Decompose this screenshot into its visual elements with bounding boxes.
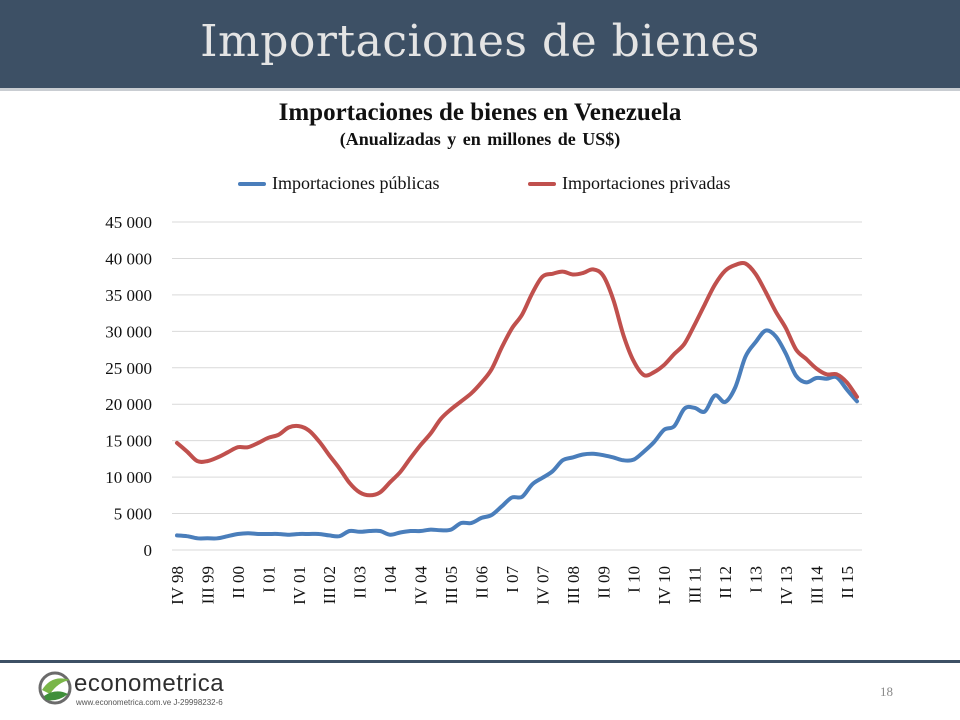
logo-mark-icon xyxy=(38,671,72,705)
legend-label-publicas: Importaciones públicas xyxy=(272,173,440,193)
x-tick-label-ii-15: II 15 xyxy=(838,566,857,599)
series-line-privadas xyxy=(175,260,859,498)
y-tick-label-25000: 25 000 xyxy=(105,359,152,378)
x-tick-label-iii-02: III 02 xyxy=(320,566,339,604)
slide-header: Importaciones de bienes xyxy=(0,0,960,88)
x-tick-label-ii-06: II 06 xyxy=(472,566,491,599)
chart-plot: 0 5 000 10 000 15 000 20 000 25 000 30 000 35 0… xyxy=(105,213,862,605)
econometrica-logo: econometrica www.econometrica.com.ve J-2… xyxy=(38,668,238,710)
x-tick-label-i-01: I 01 xyxy=(259,566,278,593)
x-tick-label-iv-98: IV 98 xyxy=(168,566,187,605)
x-tick-label-iv-04: IV 04 xyxy=(412,566,431,605)
x-tick-label-i-10: I 10 xyxy=(625,566,644,593)
x-tick-label-iv-07: IV 07 xyxy=(533,566,552,605)
series-line-publicas xyxy=(175,328,859,541)
y-tick-label-15000: 15 000 xyxy=(105,432,152,451)
x-tick-label-ii-03: II 03 xyxy=(351,566,370,599)
header-divider xyxy=(0,88,960,91)
x-tick-label-iii-05: III 05 xyxy=(442,566,461,604)
y-tick-label-5000: 5 000 xyxy=(114,505,152,524)
x-tick-label-iii-11: III 11 xyxy=(686,566,705,604)
y-tick-label-20000: 20 000 xyxy=(105,395,152,414)
x-tick-label-ii-09: II 09 xyxy=(594,566,613,599)
legend-swatch-publicas xyxy=(238,182,266,186)
legend-swatch-privadas xyxy=(528,182,556,186)
footer-divider xyxy=(0,660,960,663)
logo-wordmark: econometrica xyxy=(74,670,225,697)
logo-subtext: www.econometrica.com.ve J-29998232-6 xyxy=(76,698,223,707)
x-tick-label-ii-00: II 00 xyxy=(229,566,248,599)
y-tick-label-35000: 35 000 xyxy=(105,286,152,305)
x-tick-label-iii-99: III 99 xyxy=(198,566,217,604)
x-tick-label-iii-08: III 08 xyxy=(564,566,583,604)
y-tick-label-45000: 45 000 xyxy=(105,213,152,232)
x-tick-label-iv-10: IV 10 xyxy=(655,566,674,605)
y-tick-label-0: 0 xyxy=(144,541,153,560)
y-tick-label-10000: 10 000 xyxy=(105,468,152,487)
y-tick-label-30000: 30 000 xyxy=(105,322,152,341)
chart-title: Importaciones de bienes en Venezuela xyxy=(278,99,682,126)
chart-subtitle: (Anualizadas y en millones de US$) xyxy=(339,129,621,149)
x-tick-label-iv-13: IV 13 xyxy=(777,566,796,605)
page-number: 18 xyxy=(880,684,893,699)
x-tick-label-i-07: I 07 xyxy=(503,566,522,593)
x-tick-label-i-13: I 13 xyxy=(747,566,766,593)
x-tick-label-ii-12: II 12 xyxy=(716,566,735,599)
slide-title: Importaciones de bienes xyxy=(200,16,760,67)
x-tick-label-iii-14: III 14 xyxy=(807,566,826,605)
y-tick-label-40000: 40 000 xyxy=(105,249,152,268)
chart-legend: Importaciones públicas Importaciones pri… xyxy=(0,171,960,195)
x-tick-label-iv-01: IV 01 xyxy=(290,566,309,605)
legend-label-privadas: Importaciones privadas xyxy=(562,173,731,193)
x-tick-label-i-04: I 04 xyxy=(381,566,400,593)
